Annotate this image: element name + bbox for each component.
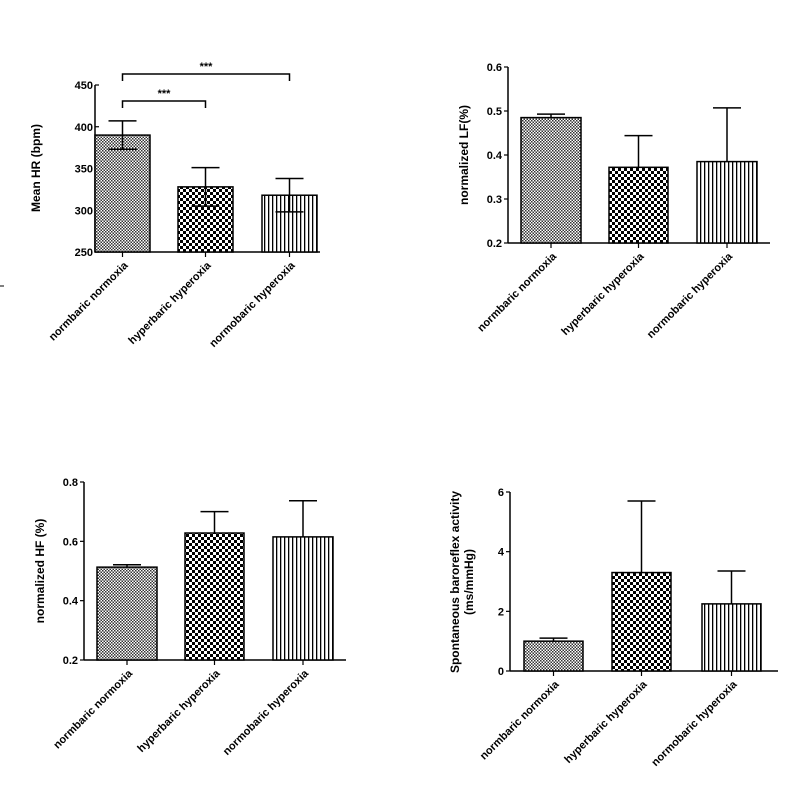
y-tick-label: 0.8 xyxy=(63,477,78,489)
x-tick-label: normobaric hyperoxia xyxy=(221,667,312,758)
bar-normbaric-normoxia xyxy=(520,116,582,244)
significance-bracket xyxy=(121,73,291,81)
y-tick-label: 250 xyxy=(75,247,93,259)
y-tick-label: 0.6 xyxy=(63,536,78,548)
significance-label: *** xyxy=(158,88,172,100)
x-tick-label: normobaric hyperoxia xyxy=(207,259,298,350)
bar-hyperbaric-hyperoxia xyxy=(611,571,672,672)
chart-baroreflex: 0 2 4 6 Spontaneous baroreflex activity(ms/m… xyxy=(448,487,778,769)
bar-hyperbaric-hyperoxia xyxy=(608,166,669,244)
x-tick-label: hyperbaric hyperoxia xyxy=(126,259,214,347)
y-axis-label-line: (ms/mmHg) xyxy=(462,549,476,615)
y-tick-label: 2 xyxy=(498,606,504,618)
y-tick-label: 0.4 xyxy=(487,150,503,162)
chart-mean-hr: 250 300 350 400 450 Mean HR (bpm) normbaric no… xyxy=(29,61,320,350)
y-tick-label: 0.6 xyxy=(487,62,502,74)
x-tick-label: hyperbaric hyperoxia xyxy=(562,678,650,766)
bar-normobaric-hyperoxia xyxy=(701,603,762,672)
x-tick-label: normbaric normoxia xyxy=(47,259,131,343)
y-tick-label: 0.2 xyxy=(63,655,78,667)
y-tick-label: 0.2 xyxy=(487,238,502,250)
y-tick-label: 300 xyxy=(75,205,93,217)
chart-normalized-lf: 0.2 0.3 0.4 0.5 0.6 normalized LF(%) normbaric… xyxy=(457,62,770,341)
y-tick-label: 4 xyxy=(498,547,505,559)
significance-label: *** xyxy=(200,61,214,73)
y-axis-label: normalized LF(%) xyxy=(457,105,471,205)
significance-bracket xyxy=(121,100,207,108)
x-tick-label: normbaric normoxia xyxy=(478,678,562,762)
x-tick-label: hyperbaric hyperoxia xyxy=(135,667,223,755)
bar-normobaric-hyperoxia xyxy=(261,194,318,253)
y-tick-label: 0.4 xyxy=(63,596,79,608)
bar-hyperbaric-hyperoxia xyxy=(184,532,245,661)
y-tick-label: 0 xyxy=(498,666,504,678)
x-tick-label: hyperbaric hyperoxia xyxy=(559,250,647,338)
y-tick-label: 0.5 xyxy=(487,106,502,118)
x-tick-label: normbaric normoxia xyxy=(475,250,559,334)
y-tick-label: 350 xyxy=(75,164,93,176)
bar-normbaric-normoxia xyxy=(523,640,584,672)
bar-normobaric-hyperoxia xyxy=(272,536,334,661)
y-axis-label: Mean HR (bpm) xyxy=(29,124,43,212)
x-tick-label: normobaric hyperoxia xyxy=(649,678,740,769)
y-tick-label: 450 xyxy=(75,80,93,92)
y-axis-label: normalized HF (%) xyxy=(33,519,47,624)
bar-normbaric-normoxia xyxy=(94,134,151,253)
x-tick-label: normbaric normoxia xyxy=(51,667,135,751)
bar-normbaric-normoxia xyxy=(96,566,158,661)
chart-normalized-hf: 0.2 0.4 0.6 0.8 normalized HF (%) normbaric n… xyxy=(33,477,346,758)
x-tick-label: normobaric hyperoxia xyxy=(645,250,736,341)
y-tick-label: 400 xyxy=(75,122,93,134)
bar-normobaric-hyperoxia xyxy=(696,160,758,244)
y-axis-label-line: Spontaneous baroreflex activity xyxy=(448,491,462,673)
y-tick-label: 6 xyxy=(498,487,504,499)
y-axis-label: Spontaneous baroreflex activity(ms/mmHg) xyxy=(448,491,476,673)
y-tick-label: 0.3 xyxy=(487,194,502,206)
